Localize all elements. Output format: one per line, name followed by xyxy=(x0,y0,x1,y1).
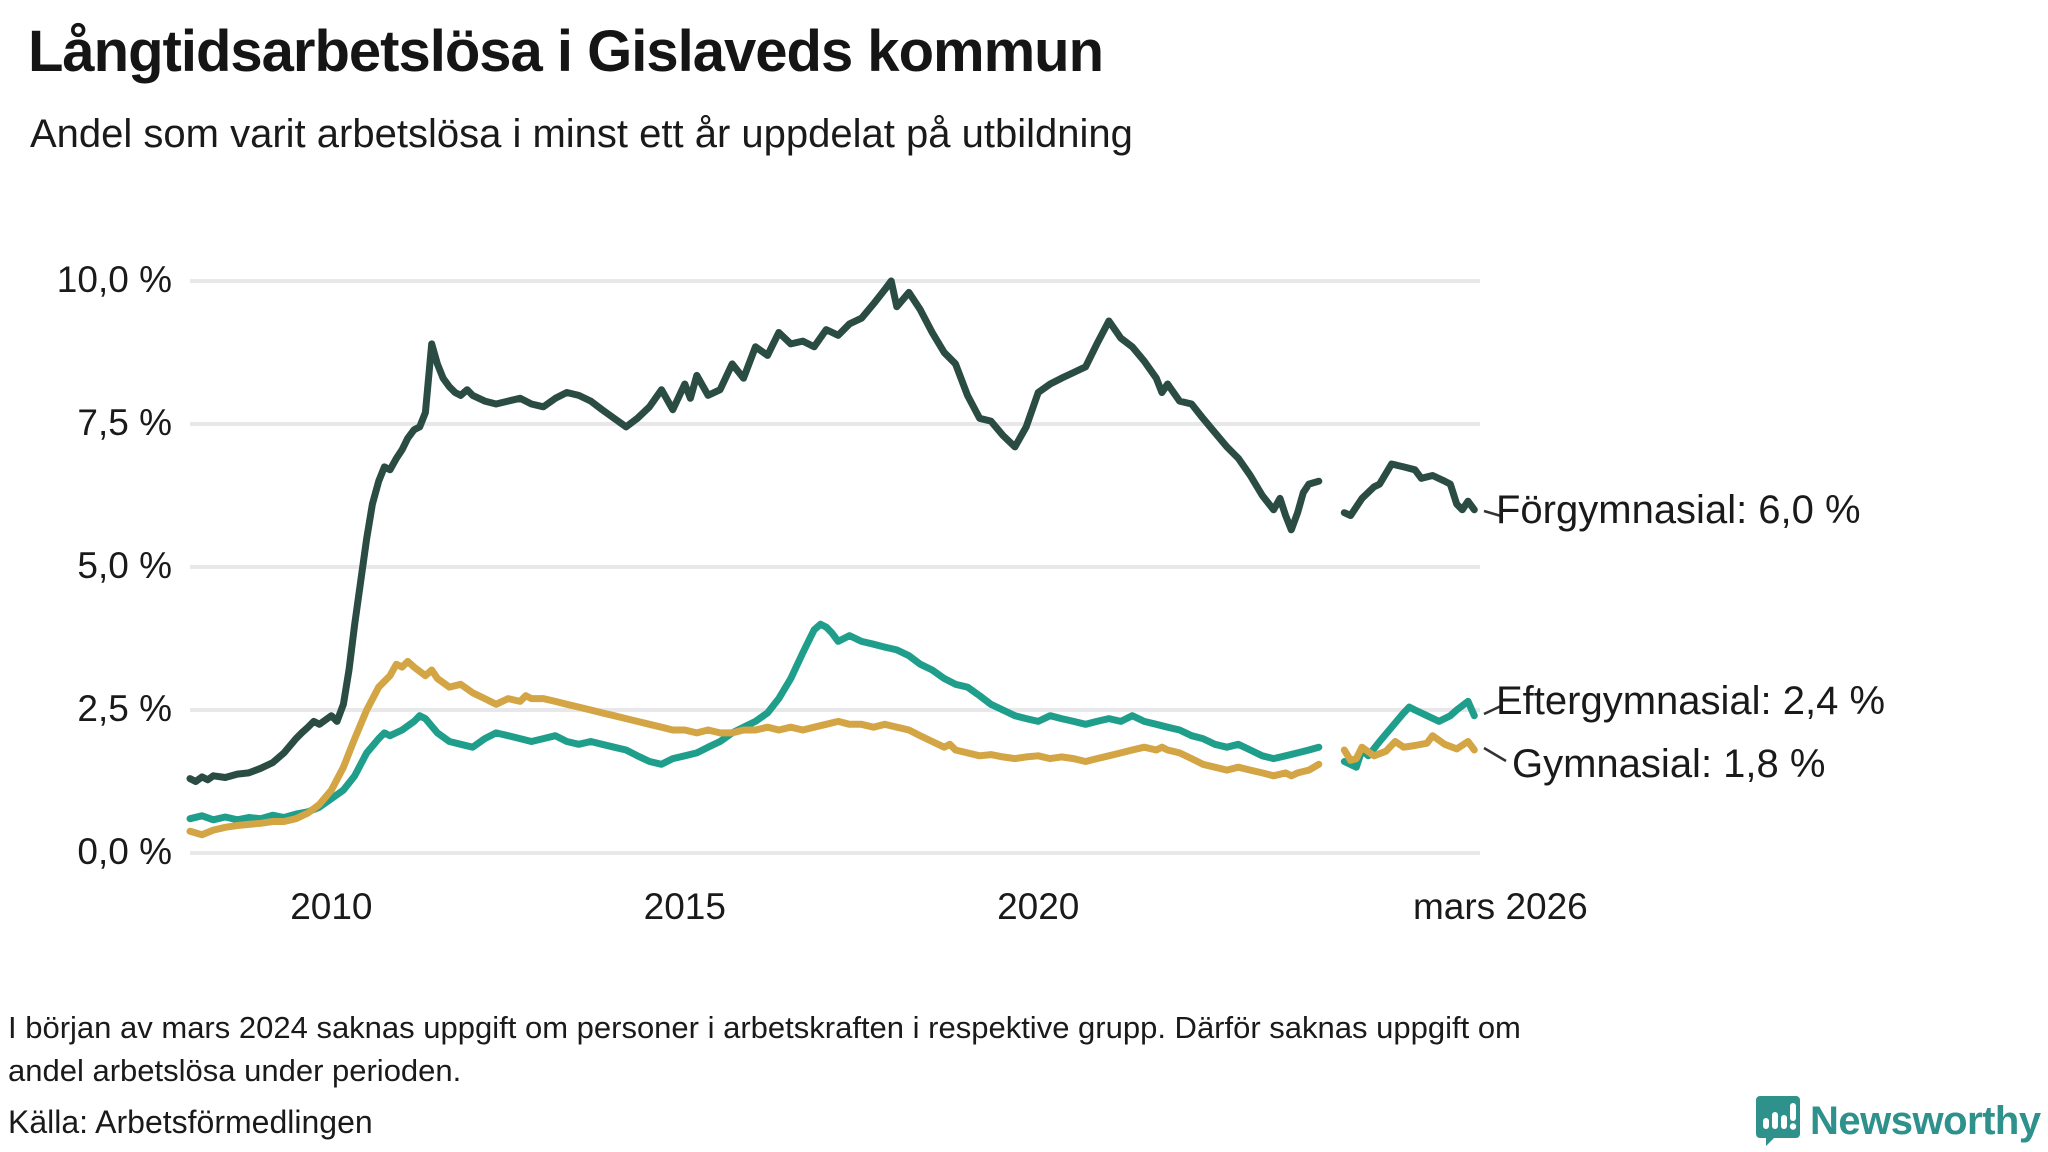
y-axis-tick-0: 0,0 % xyxy=(77,831,172,872)
line-gymnasial xyxy=(186,657,1323,839)
newsworthy-logo-icon xyxy=(1756,1096,1800,1146)
series-end-label-eftergymnasial: Eftergymnasial: 2,4 % xyxy=(1496,679,1886,723)
line-gymnasial-after-gap xyxy=(1340,732,1478,764)
x-axis-tick-mars-2026: mars 2026 xyxy=(1412,886,1588,927)
label-connector-1 xyxy=(1483,704,1502,716)
y-axis-tick-7-5: 7,5 % xyxy=(77,402,172,443)
y-axis-tick-2-5: 2,5 % xyxy=(77,688,172,729)
chart-subtitle: Andel som varit arbetslösa i minst ett å… xyxy=(30,112,1133,156)
page-title: Långtidsarbetslösa i Gislaveds kommun xyxy=(28,19,1104,84)
series-end-label-gymnasial: Gymnasial: 1,8 % xyxy=(1512,742,1826,786)
newsworthy-logo: Newsworthy xyxy=(1756,1096,2041,1146)
line-förgymnasial xyxy=(186,277,1323,785)
x-axis-tick-2015: 2015 xyxy=(643,886,726,927)
y-axis-tick-10: 10,0 % xyxy=(56,259,172,300)
label-connector-2 xyxy=(1483,746,1507,763)
newsworthy-logo-text: Newsworthy xyxy=(1810,1098,2041,1143)
line-eftergymnasial xyxy=(186,620,1323,824)
footnote-text: I början av mars 2024 saknas uppgift om … xyxy=(8,1010,1521,1088)
source-attribution: Källa: Arbetsförmedlingen xyxy=(8,1104,373,1140)
line-förgymnasial-after-gap xyxy=(1340,460,1478,519)
x-axis-tick-2020: 2020 xyxy=(997,886,1080,927)
x-axis-tick-2010: 2010 xyxy=(290,886,373,927)
series-end-label-forgymnasial: Förgymnasial: 6,0 % xyxy=(1496,488,1861,532)
y-axis-tick-5: 5,0 % xyxy=(77,545,172,586)
label-connector-0 xyxy=(1483,509,1502,518)
